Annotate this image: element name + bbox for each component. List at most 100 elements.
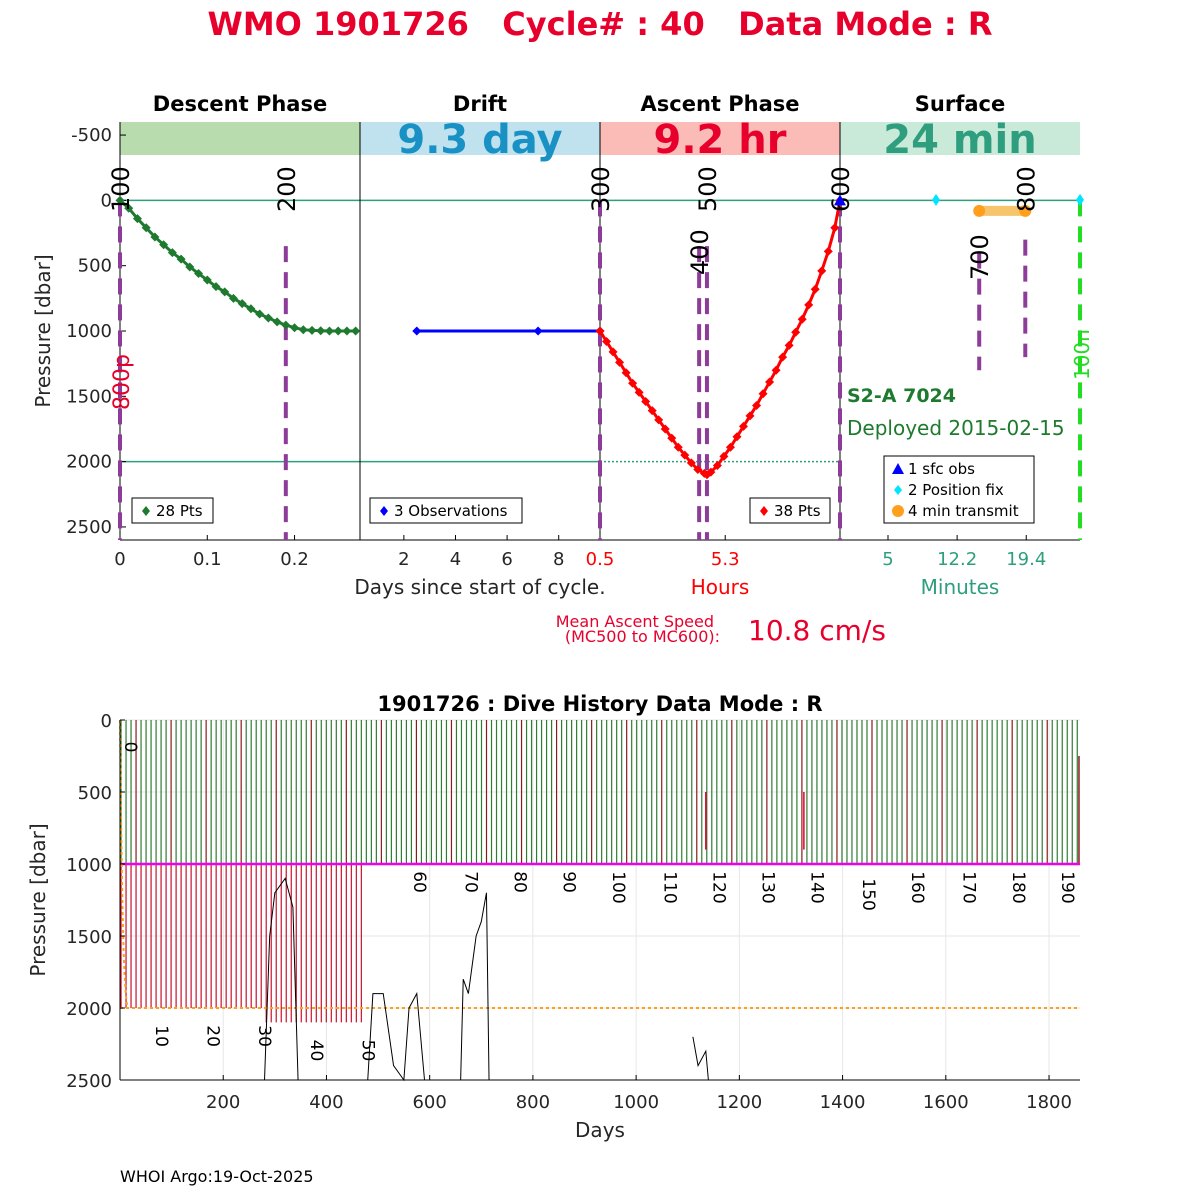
data-point — [246, 304, 256, 314]
y-tick-label: 1500 — [66, 927, 112, 948]
y-tick-label: 2000 — [66, 452, 112, 473]
phase-band-2 — [600, 122, 840, 155]
phase-band-3 — [840, 122, 1080, 155]
x-tick-label: 6 — [501, 549, 512, 570]
ascent-speed-label-2: (MC500 to MC600): — [565, 627, 720, 646]
phase-band-0 — [120, 122, 360, 155]
data-point — [412, 326, 422, 336]
data-point — [719, 451, 729, 461]
x-tick-label: 2 — [398, 549, 409, 570]
legend-label: 3 Observations — [394, 502, 508, 520]
legend-box — [131, 497, 214, 524]
data-point — [712, 461, 722, 471]
x-tick-label: 1200 — [716, 1092, 762, 1113]
x-tick-label: 200 — [206, 1092, 240, 1113]
y-tick-label: 2000 — [66, 999, 112, 1020]
bottom-depth-trace — [367, 991, 426, 1082]
phase-title: Drift — [453, 92, 507, 116]
legend-label: 38 Pts — [774, 502, 821, 520]
y-tick-label: 0 — [101, 711, 112, 732]
y-tick-label: 2500 — [66, 1071, 112, 1092]
data-point — [817, 266, 827, 276]
x-tick-label: 4 — [450, 549, 461, 570]
transmit-point — [1019, 204, 1032, 217]
y-tick-label: 1500 — [66, 386, 112, 407]
x-tick-label: 1800 — [1026, 1092, 1072, 1113]
data-point — [159, 240, 169, 250]
ascent-speed-label-1: Mean Ascent Speed — [556, 612, 714, 631]
legend-marker — [892, 463, 904, 474]
history-title: 1901726 : Dive History Data Mode : R — [377, 692, 822, 716]
cycle-number-label: 50 — [357, 1040, 377, 1062]
cycle-number-label: 100 — [608, 871, 628, 903]
data-point — [647, 406, 657, 416]
x-tick-label: 400 — [309, 1092, 343, 1113]
initial-descent-trace — [119, 719, 129, 1009]
mc-label: 200 — [273, 166, 301, 212]
data-point — [132, 214, 142, 224]
x-tick-label: 0 — [114, 549, 125, 570]
mc-label: 500 — [694, 166, 722, 212]
cycle-number-label: 110 — [659, 871, 679, 903]
legend-label: 2 Position fix — [908, 481, 1004, 499]
data-point — [660, 424, 670, 434]
page-title: WMO 1901726 Cycle# : 40 Data Mode : R — [208, 5, 993, 43]
mc-label: 400 — [686, 229, 714, 275]
x-tick-label: 0.2 — [280, 549, 309, 570]
history-y-label: Pressure [dbar] — [26, 823, 50, 976]
data-point — [176, 254, 186, 264]
data-point — [124, 203, 134, 213]
phase-duration: 24 min — [883, 117, 1036, 163]
legend-box — [883, 455, 1035, 524]
bottom-depth-trace — [264, 877, 299, 1081]
data-point — [228, 293, 238, 303]
data-point — [281, 320, 291, 330]
data-point — [752, 400, 762, 410]
bottom-depth-trace — [460, 892, 490, 1081]
cycle-number-label: 140 — [806, 871, 826, 903]
data-point — [272, 317, 282, 327]
cycle-number-label: 130 — [757, 871, 777, 903]
y-tick-label: 0 — [101, 190, 112, 211]
ascent-speed-value: 10.8 cm/s — [748, 614, 886, 647]
legend-marker — [380, 506, 388, 516]
y-tick-label: 1000 — [66, 321, 112, 342]
legend-box — [749, 497, 831, 524]
cycle-number-label: 70 — [461, 871, 481, 893]
data-point — [693, 464, 703, 474]
y-tick-label: 2500 — [66, 517, 112, 538]
park-depth-label: 800p — [110, 354, 135, 410]
phase-title: Surface — [915, 92, 1005, 116]
y-tick-label: 500 — [78, 783, 112, 804]
data-point — [351, 326, 361, 336]
cycle-number-label: 40 — [306, 1040, 326, 1062]
data-point — [810, 284, 820, 294]
y-tick-label: 500 — [78, 256, 112, 277]
data-point — [167, 248, 177, 258]
sfc-obs-point — [834, 194, 846, 206]
data-point — [316, 326, 326, 336]
cycle-number-label: 160 — [907, 871, 927, 903]
legend-label: 4 min transmit — [908, 502, 1019, 520]
x-tick-label: 5 — [882, 549, 893, 570]
mc-label: 100n — [1070, 329, 1094, 380]
cycle-number-label: 80 — [510, 871, 530, 893]
data-point — [290, 323, 300, 333]
x-axis-label: Days since start of cycle. — [354, 575, 605, 599]
position-fix-point — [1076, 193, 1084, 206]
data-point — [324, 326, 334, 336]
phase-x-axis-label: Hours — [691, 575, 750, 599]
data-point — [595, 326, 605, 336]
cycle-number-label: 120 — [708, 871, 728, 903]
x-tick-label: 19.4 — [1006, 549, 1046, 570]
data-point — [255, 309, 265, 319]
x-tick-label: 0.1 — [193, 549, 222, 570]
x-tick-label: 0.5 — [586, 549, 615, 570]
x-tick-label: 1400 — [820, 1092, 866, 1113]
transmit-point — [973, 204, 986, 217]
data-point — [686, 458, 696, 468]
float-model: S2-A 7024 — [847, 385, 956, 407]
data-point — [784, 340, 794, 350]
data-point — [725, 442, 735, 452]
